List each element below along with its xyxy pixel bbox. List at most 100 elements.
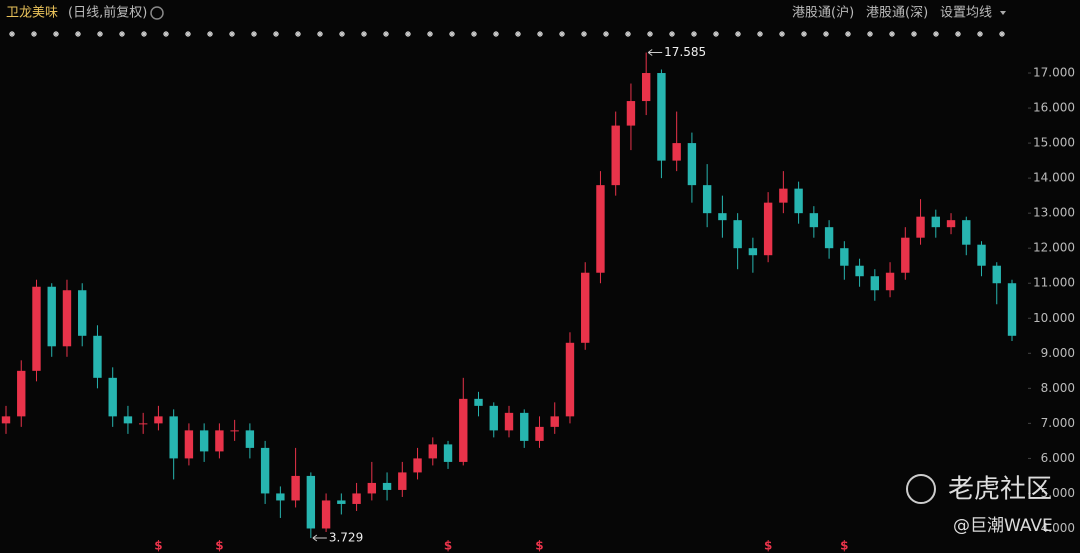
- dividend-marker: $: [154, 539, 162, 553]
- candle-body: [977, 244, 986, 266]
- toolbar-item[interactable]: 设置均线: [940, 6, 992, 21]
- candle-body: [718, 213, 727, 221]
- candle-body: [870, 276, 880, 291]
- dividend-marker: $: [764, 539, 772, 553]
- candle-body: [382, 482, 392, 490]
- candle-body: [565, 342, 575, 417]
- event-icon: [97, 31, 103, 37]
- event-icon: [845, 31, 851, 37]
- candle-body: [641, 73, 651, 102]
- event-icon: [471, 31, 477, 37]
- event-icon: [229, 31, 235, 37]
- event-icon: [405, 31, 411, 37]
- y-tick-label: 17.000: [1033, 66, 1075, 80]
- candle-body: [108, 377, 117, 417]
- candle-body: [62, 290, 72, 347]
- candle-body: [32, 286, 41, 371]
- candle-body: [47, 286, 56, 347]
- dividend-marker: $: [840, 539, 848, 553]
- y-tick-label: 9.000: [1041, 346, 1075, 360]
- candle-body: [306, 475, 316, 529]
- candle-body: [398, 472, 407, 490]
- candle-body: [626, 101, 636, 126]
- candle-body: [809, 213, 819, 228]
- candle-body: [215, 430, 224, 452]
- candle-body: [321, 500, 331, 529]
- event-icon: [801, 31, 807, 37]
- candle-body: [946, 220, 956, 228]
- candle-body: [123, 416, 133, 424]
- stock-name: 卫龙美味: [6, 6, 58, 21]
- event-icon: [537, 31, 543, 37]
- candle-body: [428, 444, 437, 459]
- candle-body: [657, 73, 666, 161]
- candle-body: [337, 500, 346, 504]
- candle-body: [672, 143, 681, 161]
- event-icon: [317, 31, 323, 37]
- candle-body: [17, 370, 26, 417]
- event-icon: [9, 31, 15, 37]
- event-icon: [933, 31, 939, 37]
- candle-body: [550, 416, 559, 427]
- candle-body: [962, 220, 971, 245]
- y-tick-label: 14.000: [1033, 171, 1075, 185]
- event-icon: [955, 31, 961, 37]
- candle-body: [154, 416, 163, 424]
- event-icon: [295, 31, 301, 37]
- candle-body: [733, 220, 742, 249]
- event-icon: [339, 31, 345, 37]
- author: @巨潮WAVE: [953, 516, 1053, 536]
- candle-body: [581, 272, 590, 343]
- candle-body: [855, 265, 864, 277]
- min-label: 3.729: [329, 530, 363, 544]
- event-icon: [823, 31, 829, 37]
- y-tick-label: 4.000: [1041, 521, 1075, 535]
- candle-body: [413, 458, 422, 473]
- candle-body: [779, 188, 788, 203]
- event-icon: [713, 31, 719, 37]
- event-icon: [647, 31, 653, 37]
- event-icon: [141, 31, 147, 37]
- y-tick-label: 8.000: [1041, 381, 1075, 395]
- candle-body: [459, 398, 468, 462]
- candle-body: [260, 447, 270, 494]
- candle-body: [367, 482, 377, 494]
- dropdown-arrow[interactable]: [1000, 11, 1006, 15]
- event-icon: [493, 31, 499, 37]
- candle-body: [443, 444, 453, 462]
- candle-body: [199, 430, 209, 452]
- event-icon: [735, 31, 741, 37]
- toolbar-item[interactable]: 港股通(沪): [792, 5, 854, 21]
- y-tick-label: 6.000: [1041, 451, 1075, 465]
- toolbar-item[interactable]: 港股通(深): [866, 6, 928, 21]
- event-icon: [31, 31, 37, 37]
- event-icon: [757, 31, 763, 37]
- event-row: [9, 31, 1005, 37]
- candle-body: [230, 430, 239, 432]
- event-icon: [273, 31, 279, 37]
- event-icon: [427, 31, 433, 37]
- watermark-logo: [906, 474, 936, 504]
- candle-body: [611, 125, 620, 186]
- event-icon: [625, 31, 631, 37]
- candle-body: [885, 272, 895, 291]
- candle-body: [520, 412, 529, 441]
- event-icon: [449, 31, 455, 37]
- max-label: 17.585: [664, 45, 706, 59]
- dividend-marker: $: [535, 539, 543, 553]
- settings-icon[interactable]: [150, 6, 164, 20]
- candle-body: [840, 248, 849, 266]
- chart-mode: (日线,前复权): [68, 5, 147, 21]
- candle-body: [93, 335, 102, 378]
- event-icon: [581, 31, 587, 37]
- candle-body: [702, 185, 712, 214]
- candle-body: [535, 426, 544, 441]
- event-icon: [559, 31, 565, 37]
- event-icon: [75, 31, 81, 37]
- candle-body: [78, 290, 87, 336]
- y-tick-label: 10.000: [1033, 311, 1075, 325]
- candle-body: [992, 265, 1001, 284]
- event-icon: [691, 31, 697, 37]
- event-icon: [251, 31, 257, 37]
